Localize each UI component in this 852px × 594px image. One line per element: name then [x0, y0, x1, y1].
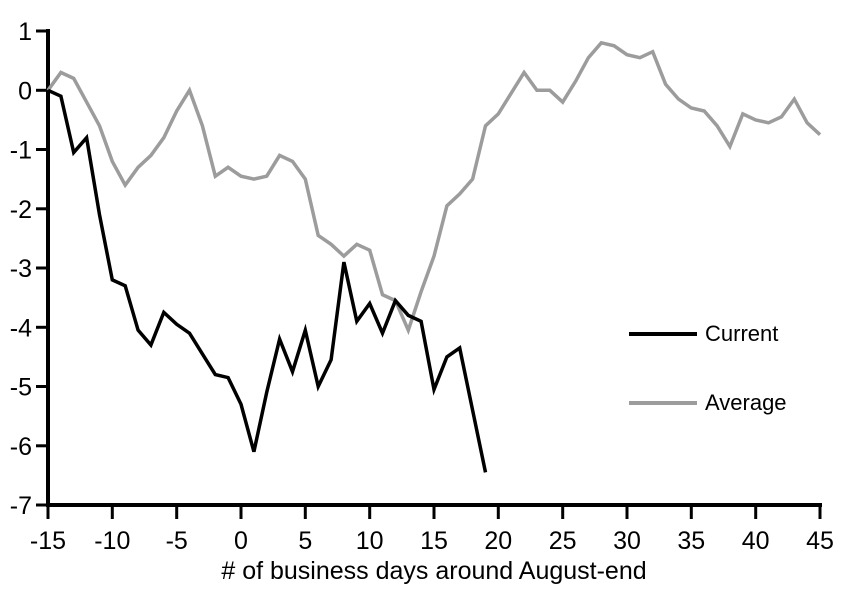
x-tick-label: 20 [484, 527, 512, 555]
x-tick-label: 10 [356, 527, 384, 555]
current-line-swatch [629, 332, 697, 336]
x-tick-label: -15 [30, 527, 66, 555]
x-tick-label: 25 [549, 527, 577, 555]
x-axis-title: # of business days around August-end [221, 557, 647, 585]
x-tick-label: 40 [742, 527, 770, 555]
y-tick-label: -3 [10, 255, 32, 283]
y-tick-label: 0 [18, 77, 32, 105]
x-tick-label: 0 [234, 527, 248, 555]
x-tick-label: -5 [166, 527, 188, 555]
y-tick-label: -6 [10, 433, 32, 461]
legend-label-current: Current [705, 321, 779, 346]
series-line-average [46, 40, 822, 336]
series-line-current [47, 88, 488, 473]
x-tick-label: 5 [298, 527, 312, 555]
legend-item-current: Current [629, 321, 778, 347]
y-tick-label: -4 [10, 314, 32, 342]
x-tick-label: -10 [94, 527, 130, 555]
y-tick-label: -2 [10, 196, 32, 224]
legend-label-average: Average [705, 390, 787, 415]
y-tick-label: -5 [10, 374, 32, 402]
average-line-swatch [629, 401, 697, 405]
x-tick-label: 35 [677, 527, 705, 555]
x-tick-label: 45 [806, 527, 834, 555]
y-tick-label: -7 [10, 492, 32, 520]
legend-item-average: Average [629, 390, 787, 416]
x-tick-label: 30 [613, 527, 641, 555]
x-tick-label: 15 [420, 527, 448, 555]
y-tick-label: -1 [10, 137, 32, 165]
y-tick-label: 1 [18, 18, 32, 46]
